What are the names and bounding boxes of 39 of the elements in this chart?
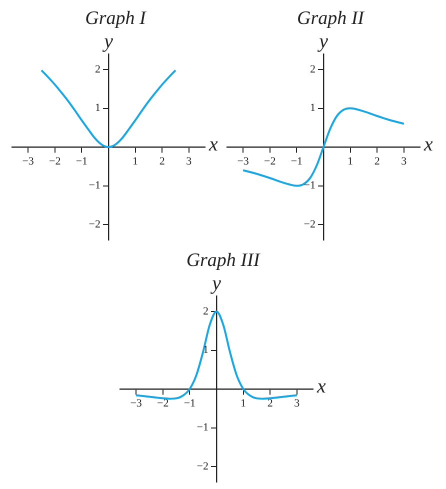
chart-title: Graph II [296,8,366,31]
x-tick-label: −2 [49,155,61,168]
x-tick-label: 1 [240,397,246,410]
y-tick-label: −2 [304,218,316,230]
y-tick-label: −1 [304,180,316,192]
x-tick-label: 2 [159,155,165,168]
x-tick-label: −1 [290,155,303,168]
x-tick-label: 2 [266,397,272,410]
x-tick-label: 2 [374,155,380,168]
x-axis-title: x [208,133,218,156]
y-tick-label: −1 [196,422,208,434]
y-tick-label: −2 [88,218,100,230]
x-tick-label: 3 [186,155,192,168]
x-tick-label: −2 [156,397,168,410]
x-tick-label: −3 [130,397,142,410]
chart-title: Graph I [84,8,148,31]
y-tick-label: 1 [95,102,100,114]
x-tick-label: 1 [132,155,138,168]
x-axis-title: x [316,375,326,398]
y-tick-label: 2 [202,305,208,318]
x-tick-label: −2 [264,155,276,168]
y-tick-label: −2 [196,460,208,472]
y-tick-label: 2 [310,63,316,76]
y-axis-title: y [102,30,114,52]
y-tick-label: −1 [88,180,100,192]
y-tick-label: 1 [310,102,316,114]
x-tick-label: −3 [22,155,34,168]
chart-title: Graph III [185,250,262,273]
x-tick-label: 1 [348,155,354,168]
y-axis-title: y [210,272,221,294]
x-tick-label: −1 [76,155,88,168]
y-tick-label: 1 [202,344,208,356]
x-tick-label: 3 [401,155,408,168]
x-axis-title: x [423,133,433,156]
x-tick-label: 3 [294,397,300,410]
y-axis-title: y [317,30,328,52]
y-tick-label: 2 [95,63,100,76]
x-tick-label: −1 [183,397,196,410]
x-tick-label: −3 [237,155,250,168]
